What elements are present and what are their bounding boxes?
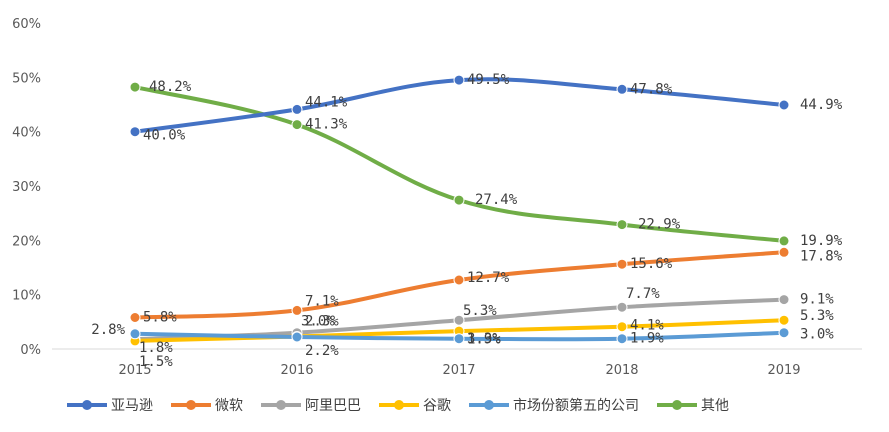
- x-tick-label: 2018: [605, 363, 638, 378]
- y-tick-label: 40%: [12, 126, 41, 141]
- x-tick-label: 2019: [767, 363, 800, 378]
- data-label: 1.9%: [630, 331, 664, 347]
- x-tick-label: 2016: [280, 363, 313, 378]
- data-point: [616, 83, 628, 95]
- data-label: 7.7%: [626, 286, 660, 302]
- legend-swatch-marker: [82, 400, 92, 410]
- data-label: 2.2%: [305, 343, 339, 359]
- data-point: [129, 81, 141, 93]
- data-point: [291, 119, 303, 131]
- x-tick-label: 2015: [118, 363, 151, 378]
- y-tick-label: 50%: [12, 71, 41, 86]
- y-tick-label: 30%: [12, 180, 41, 195]
- data-label: 5.3%: [800, 308, 834, 324]
- legend-label: 其他: [701, 398, 729, 414]
- legend-label: 微软: [215, 398, 243, 414]
- data-label: 22.9%: [638, 217, 681, 233]
- data-label: 15.6%: [630, 256, 673, 272]
- legend-swatch-marker: [186, 400, 196, 410]
- data-point: [453, 274, 465, 286]
- data-point: [616, 301, 628, 313]
- data-label: 27.4%: [475, 192, 518, 208]
- legend-swatch-marker: [484, 400, 494, 410]
- data-label: 4.1%: [630, 318, 664, 334]
- data-label: 17.8%: [800, 248, 843, 264]
- y-tick-label: 10%: [12, 289, 41, 304]
- data-label: 44.9%: [800, 97, 843, 113]
- data-label: 41.3%: [305, 117, 348, 133]
- data-label: 2.8%: [91, 322, 125, 338]
- data-point: [778, 246, 790, 258]
- data-label: 12.7%: [467, 270, 510, 286]
- data-label: 3.3%: [467, 331, 501, 347]
- data-point: [616, 321, 628, 333]
- y-axis-ticks: 0% 10% 20% 30% 40% 50% 60%: [12, 17, 41, 358]
- data-point: [778, 294, 790, 306]
- data-label: 48.2%: [149, 79, 192, 95]
- data-point: [616, 219, 628, 231]
- legend-label: 阿里巴巴: [305, 398, 361, 414]
- data-label: 3.0%: [800, 327, 834, 343]
- legend: 亚马逊 微软 阿里巴巴 谷歌 市场份额第五的公司 其他: [67, 397, 729, 414]
- data-point: [778, 327, 790, 339]
- data-point: [129, 312, 141, 323]
- data-label: 47.8%: [630, 81, 673, 97]
- legend-label: 市场份额第五的公司: [513, 397, 639, 414]
- data-labels: 40.0% 44.1% 49.5% 47.8% 44.9% 5.8% 7.1% 12.7% 15…: [91, 72, 842, 370]
- data-label: 1.8%: [139, 340, 173, 356]
- data-point: [778, 235, 790, 247]
- data-point: [453, 74, 465, 86]
- series-line: [133, 85, 786, 243]
- legend-swatch-marker: [672, 400, 682, 410]
- x-tick-label: 2017: [442, 363, 475, 378]
- data-label: 1.9%: [467, 332, 501, 348]
- data-point: [291, 304, 303, 316]
- y-tick-label: 60%: [12, 17, 41, 32]
- data-point: [453, 333, 465, 345]
- y-tick-label: 20%: [12, 234, 41, 249]
- data-point: [778, 99, 790, 111]
- data-point: [453, 314, 465, 326]
- y-tick-label: 0%: [20, 343, 41, 358]
- data-label: 49.5%: [467, 72, 510, 88]
- data-point: [616, 333, 628, 345]
- data-point: [453, 194, 465, 206]
- legend-swatch-marker: [276, 400, 286, 410]
- data-point: [129, 126, 141, 138]
- data-point: [778, 314, 790, 326]
- data-label: 5.3%: [463, 303, 497, 319]
- data-label: 9.1%: [800, 292, 834, 308]
- data-point: [616, 258, 628, 270]
- legend-label: 亚马逊: [111, 398, 153, 414]
- series-lines: [133, 77, 786, 343]
- data-label: 44.1%: [305, 94, 348, 110]
- data-label: 40.0%: [143, 128, 186, 144]
- data-label: 7.1%: [305, 293, 339, 309]
- data-label: 3.0%: [301, 314, 335, 330]
- data-label: 1.5%: [139, 354, 173, 370]
- legend-label: 谷歌: [423, 398, 451, 414]
- data-label: 2.3%: [305, 314, 339, 330]
- series-points: [129, 74, 790, 347]
- data-label: 5.8%: [143, 310, 177, 326]
- data-label: 19.9%: [800, 233, 843, 249]
- data-point: [291, 331, 303, 343]
- legend-swatch-marker: [394, 400, 404, 410]
- data-point: [129, 328, 141, 340]
- data-point: [291, 103, 303, 115]
- x-axis-ticks: 2015 2016 2017 2018 2019: [118, 363, 800, 378]
